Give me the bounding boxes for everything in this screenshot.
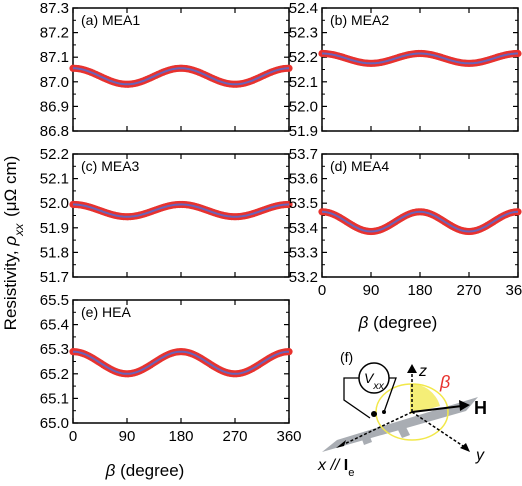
y-axis-label: Resistivity, ρxx (μΩ cm) [1,156,26,331]
y-tick-label: 53.7 [289,146,318,163]
x-tick-label: 90 [119,428,136,445]
y-tick-label: 51.9 [40,220,69,237]
y-tick-label: 52.1 [289,74,318,91]
y-tick-label: 52.2 [289,49,318,66]
y-tick-label: 52.0 [289,98,318,115]
x-tick-label: 270 [456,282,481,299]
y-tick-label: 51.9 [289,123,318,140]
y-tick-label: 86.9 [40,98,69,115]
y-tick-label: 52.2 [40,146,69,163]
y-tick-label: 87.3 [40,0,69,17]
y-tick-label: 51.7 [40,269,69,286]
y-tick-label: 53.5 [289,195,318,212]
x-tick-label: 90 [363,282,380,299]
fit-line [322,52,518,65]
schematic-panel: (f) Vxx z β H y x // Ie [317,349,487,479]
field-arrow [411,405,463,413]
y-tick-label: 52.3 [289,25,318,42]
y-axis-arrowhead [460,443,470,452]
y-tick-label: 86.8 [40,123,69,140]
y-tick-label: 65.5 [40,292,69,309]
fit-line [321,210,519,233]
chart-panel: 86.8 86.9 87.0 87.1 87.2 87.3 (a) MEA1 [40,0,293,140]
x-tick-label: 0 [318,282,326,299]
y-tick-label: 52.4 [289,0,318,17]
panel-label: (c) MEA3 [81,158,140,174]
fit-line [72,203,290,218]
x-axis-arrow [339,411,413,447]
y-tick-label: 87.2 [40,25,69,42]
y-tick-label: 65.2 [40,366,69,383]
field-arrowhead [459,400,470,411]
y-tick-label: 52.1 [40,171,69,188]
x-tick-label: 0 [69,428,77,445]
x-axis-label-right: β (degree) [358,313,438,332]
z-axis-arrowhead [407,364,417,373]
chart-panel: 65.0 65.1 65.2 65.3 65.4 65.5 0 90 180 270 360 (e) … [40,292,302,445]
x-tick-label: 360 [505,282,522,299]
hall-bar-tab [395,421,410,438]
beta-angle-label: β [439,372,450,392]
y-tick-label: 51.8 [40,244,69,261]
voltmeter-contact [371,411,377,417]
x-tick-label: 270 [222,428,247,445]
hall-bar-tab [360,431,372,445]
y-tick-label: 53.4 [289,220,318,237]
voltmeter-wire [343,377,371,419]
field-label: H [474,398,487,418]
x-tick-label: 180 [407,282,432,299]
x-axis-arrowhead [336,440,346,448]
y-axis-direction-label: y [475,447,485,464]
y-tick-label: 65.1 [40,390,69,407]
panel-label: (b) MEA2 [330,12,389,28]
chart-panel: 51.9 52.0 52.1 52.2 52.3 52.4 (b) MEA2 [289,0,522,140]
y-tick-label: 53.6 [289,171,318,188]
y-tick-label: 53.3 [289,244,318,261]
z-axis-label: z [418,363,427,380]
voltmeter-contact [382,410,386,414]
fit-line [73,350,289,375]
y-tick-label: 65.0 [40,415,69,432]
x-tick-label: 360 [276,428,301,445]
y-tick-label: 65.4 [40,317,69,334]
voltmeter-wire [383,377,397,413]
chart-panel: 51.7 51.8 51.9 52.0 52.1 52.2 (c) MEA3 [40,146,293,286]
y-tick-label: 53.2 [289,269,318,286]
x-tick-label: 180 [168,428,193,445]
x-axis-direction-label: x // Ie [317,457,354,479]
y-tick-label: 65.3 [40,341,69,358]
y-tick-label: 52.0 [40,195,69,212]
chart-panel: 53.2 53.3 53.4 53.5 53.6 53.7 0 90 180 270 360 (d) … [289,146,522,299]
panel-label: (d) MEA4 [330,158,389,174]
fit-line [73,67,289,86]
panel-label: (e) HEA [81,304,131,320]
y-axis-arrow [411,411,467,449]
panels: 86.8 86.9 87.0 87.1 87.2 87.3 (a) MEA1 51.9 52.0… [40,0,522,445]
y-tick-label: 87.0 [40,74,69,91]
panel-label: (a) MEA1 [81,12,140,28]
x-axis-label-left: β (degree) [105,461,185,480]
voltage-label: Vxx [364,370,385,392]
schematic-panel-label: (f) [340,349,353,365]
angle-sector [410,383,440,414]
y-tick-label: 87.1 [40,49,69,66]
